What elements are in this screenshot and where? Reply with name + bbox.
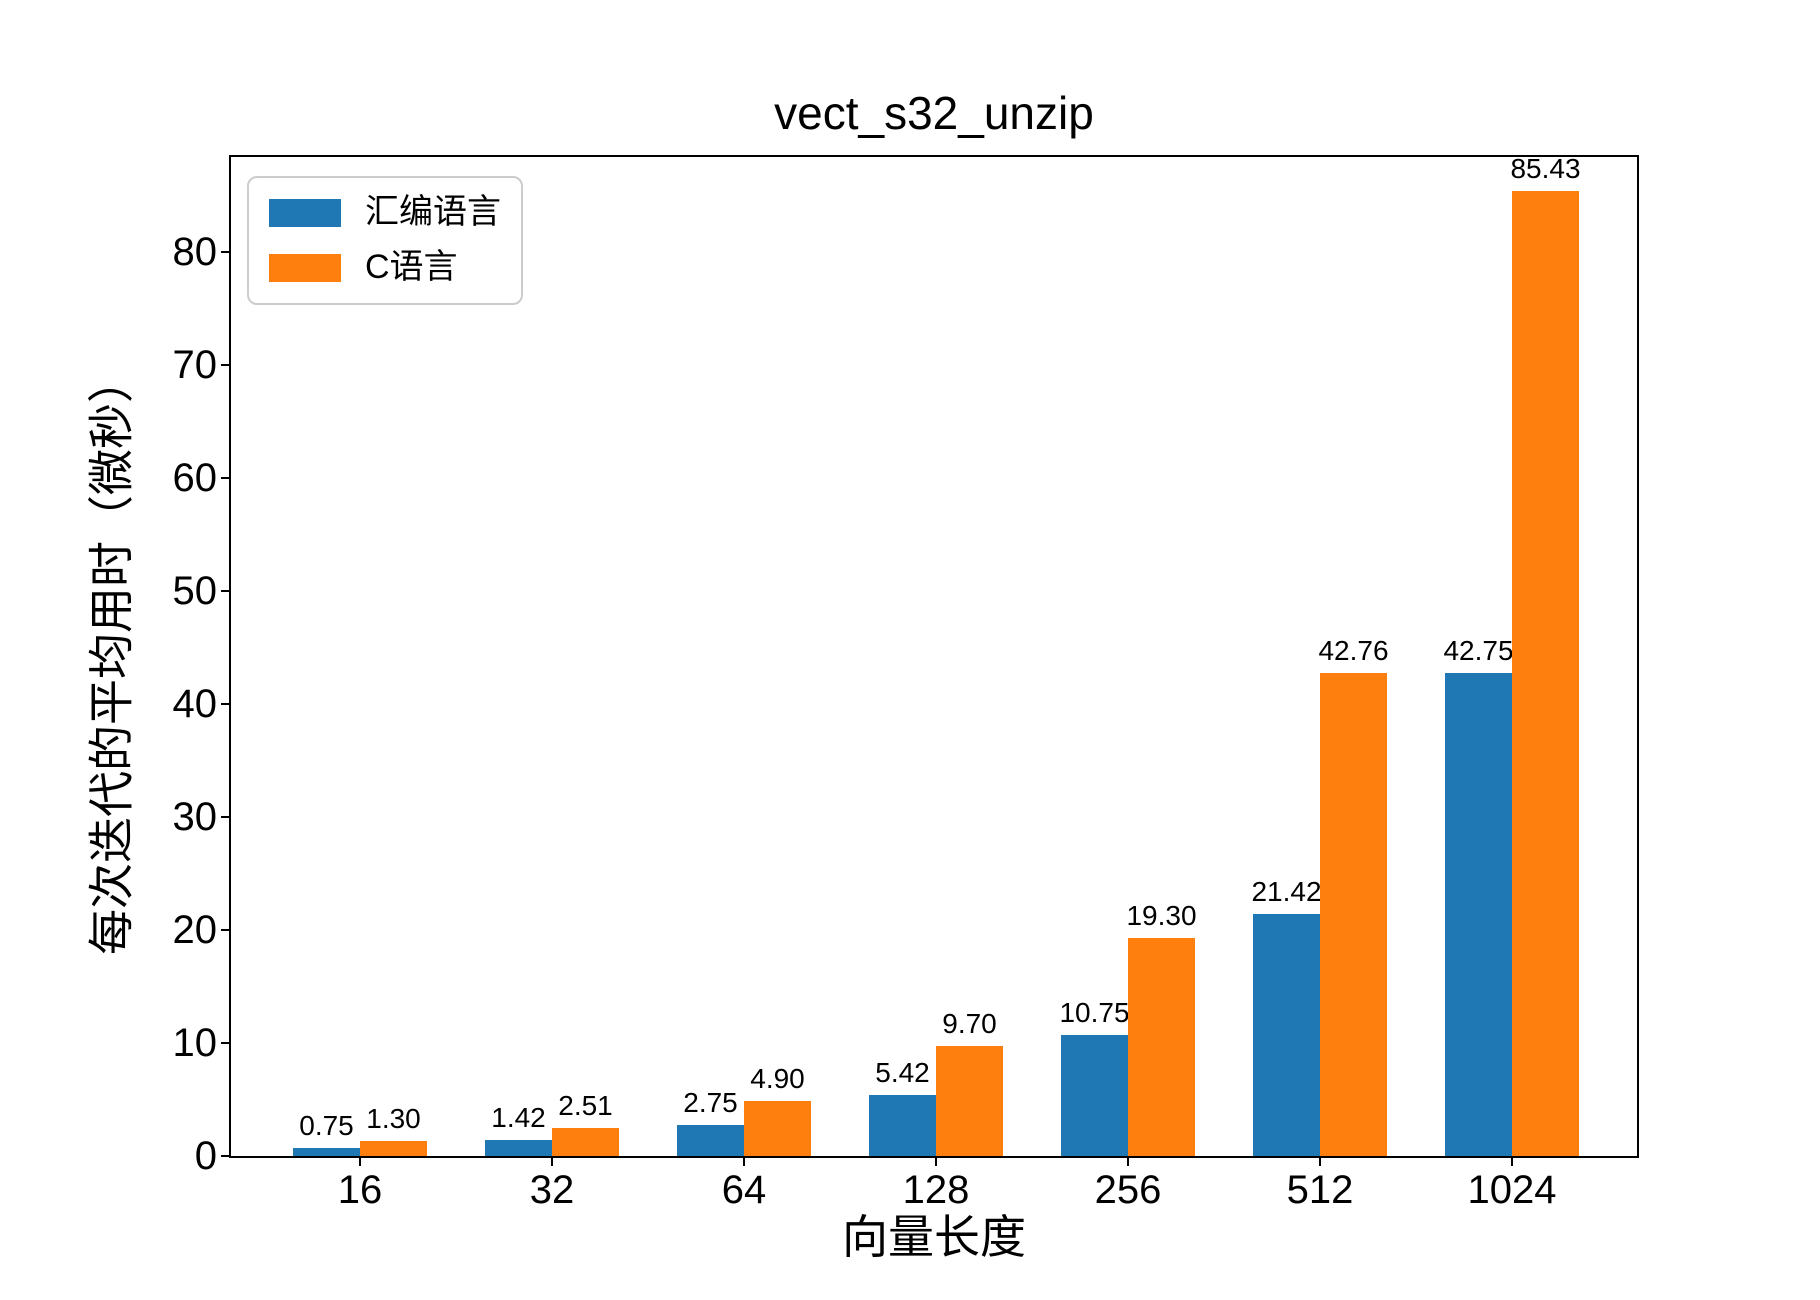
bar-assembly-64	[677, 1124, 744, 1156]
bar-c-256	[1128, 938, 1195, 1156]
x-tick-label: 16	[337, 1168, 383, 1212]
bar-c-32	[552, 1127, 619, 1156]
y-tick-mark	[221, 816, 231, 819]
bar-value-label: 21.42	[1251, 876, 1322, 908]
y-tick-mark	[221, 929, 231, 932]
bar-value-label: 9.70	[942, 1008, 997, 1040]
x-tick-label: 512	[1286, 1168, 1354, 1212]
y-tick-label: 10	[172, 1021, 218, 1066]
bar-assembly-16	[293, 1147, 360, 1156]
y-tick-label: 80	[172, 230, 218, 275]
bar-value-label: 42.76	[1318, 635, 1389, 667]
bar-value-label: 2.51	[558, 1089, 613, 1121]
y-tick-mark	[221, 251, 231, 254]
x-tick-mark	[359, 1156, 361, 1166]
x-tick-mark	[743, 1156, 745, 1166]
y-tick-mark	[221, 477, 231, 480]
bar-assembly-128	[869, 1094, 936, 1156]
x-tick-label: 128	[902, 1168, 970, 1212]
y-tick-mark	[221, 1155, 231, 1157]
bar-value-label: 0.75	[299, 1109, 354, 1141]
y-tick-label: 0	[194, 1134, 217, 1178]
bar-value-label: 4.90	[750, 1062, 805, 1094]
bar-c-128	[936, 1046, 1003, 1156]
bar-value-label: 85.43	[1510, 153, 1581, 185]
legend-swatch-c-icon	[269, 254, 341, 283]
bar-assembly-32	[485, 1139, 552, 1156]
x-axis-label: 向量长度	[842, 1211, 1026, 1263]
x-tick-mark	[935, 1156, 937, 1166]
legend-swatch-assembly-icon	[269, 198, 341, 227]
y-tick-mark	[221, 590, 231, 593]
x-tick-mark	[1511, 1156, 1513, 1166]
x-tick-mark	[1127, 1156, 1129, 1166]
x-tick-mark	[1319, 1156, 1321, 1166]
chart-title: vect_s32_unzip	[774, 87, 1094, 139]
bar-value-label: 1.42	[491, 1101, 546, 1133]
x-tick-label: 64	[721, 1168, 767, 1212]
x-tick-label: 32	[529, 1168, 575, 1212]
y-tick-label: 40	[172, 682, 218, 727]
legend-item-c: C语言	[269, 248, 501, 287]
bar-c-512	[1320, 673, 1387, 1156]
legend-item-assembly: 汇编语言	[269, 193, 501, 231]
bar-assembly-1024	[1445, 673, 1512, 1156]
bar-value-label: 5.42	[875, 1056, 930, 1088]
x-tick-label: 256	[1094, 1168, 1162, 1212]
bar-c-64	[744, 1100, 811, 1156]
bar-c-1024	[1512, 191, 1579, 1156]
bar-value-label: 2.75	[683, 1086, 738, 1118]
x-tick-label: 1024	[1467, 1168, 1557, 1212]
bar-c-16	[360, 1141, 427, 1156]
y-tick-mark	[221, 364, 231, 367]
y-tick-label: 60	[172, 456, 218, 501]
bar-value-label: 42.75	[1443, 635, 1514, 667]
y-tick-label: 30	[172, 795, 218, 840]
y-tick-label: 70	[172, 343, 218, 388]
bar-value-label: 10.75	[1059, 996, 1130, 1028]
bar-value-label: 19.30	[1126, 900, 1197, 932]
y-tick-mark	[221, 1042, 231, 1045]
bar-value-label: 1.30	[366, 1103, 421, 1135]
x-tick-mark	[551, 1156, 553, 1166]
y-tick-label: 20	[172, 908, 218, 953]
bar-assembly-256	[1061, 1034, 1128, 1156]
y-tick-mark	[221, 703, 231, 706]
legend-label-c: C语言	[365, 248, 458, 287]
bar-assembly-512	[1253, 914, 1320, 1156]
y-axis-label: 每次迭代的平均用时（微秒）	[85, 357, 138, 955]
y-tick-label: 50	[172, 569, 218, 614]
legend-label-assembly: 汇编语言	[365, 193, 501, 231]
legend: 汇编语言 C语言	[247, 176, 523, 305]
plot-area: 汇编语言 C语言 0 10 20 30 40 50 60 70 80 16 0.75 1.30 32 1.…	[173, 153, 1639, 1210]
